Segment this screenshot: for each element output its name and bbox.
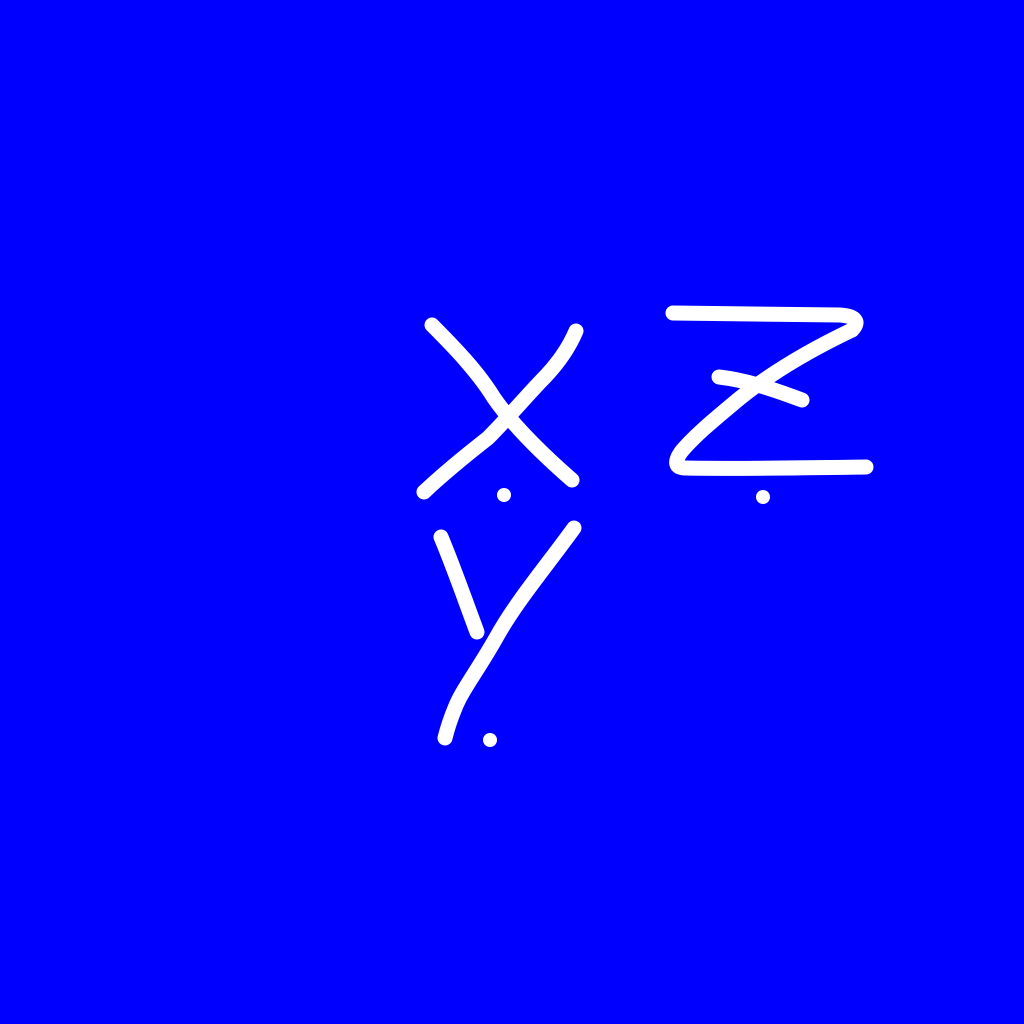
y-left-stroke xyxy=(433,529,485,640)
z-label: Z. xyxy=(0,0,16,4)
y-label: Y. xyxy=(0,0,12,4)
x-label: X. xyxy=(0,0,16,4)
handwritten-y: Y. xyxy=(0,0,582,747)
z-crossbar xyxy=(711,369,810,408)
z-period xyxy=(756,490,770,504)
x-period xyxy=(497,488,511,502)
z-top-stroke xyxy=(665,305,864,338)
y-right-stroke xyxy=(437,520,582,746)
x-stroke-down xyxy=(424,317,580,488)
y-period xyxy=(483,733,497,747)
handwritten-z: Z. xyxy=(0,0,874,504)
handwritten-x: X. xyxy=(0,0,584,502)
z-bottom-stroke xyxy=(678,459,874,476)
x-stroke-up xyxy=(416,323,584,500)
z-diagonal-stroke xyxy=(669,322,860,476)
